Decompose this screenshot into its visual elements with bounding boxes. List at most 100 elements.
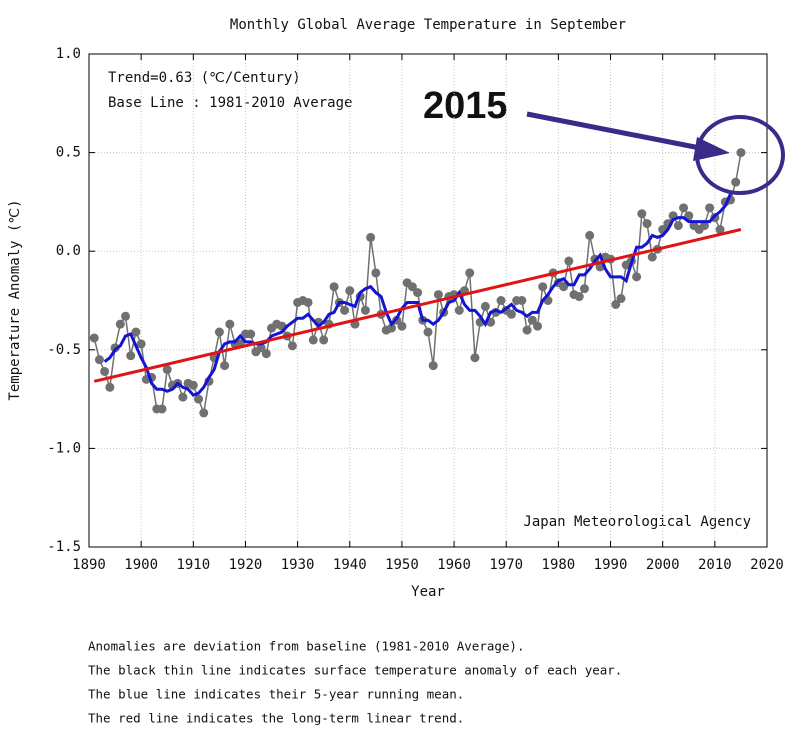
data-point: [157, 404, 167, 414]
data-point: [162, 365, 172, 375]
data-point: [110, 343, 120, 353]
x-tick-label: 1910: [176, 557, 210, 573]
data-point: [256, 343, 266, 353]
arrow-head: [693, 137, 730, 161]
y-tick-label: 0.0: [56, 243, 81, 259]
data-point: [100, 366, 110, 376]
data-point: [517, 296, 527, 305]
data-point: [386, 323, 396, 333]
data-point: [360, 305, 370, 315]
highlight-circle: [695, 115, 785, 195]
data-point: [225, 319, 235, 329]
y-tick-label: -0.5: [47, 342, 81, 358]
data-point: [345, 286, 355, 296]
series-line: [93, 228, 742, 383]
y-tick-label: 1.0: [56, 46, 81, 62]
x-tick-label: 1900: [124, 557, 158, 573]
data-point: [308, 335, 318, 345]
x-tick-label: 1930: [281, 557, 315, 573]
data-point: [533, 321, 543, 331]
data-point: [647, 252, 657, 262]
data-point: [214, 327, 224, 337]
data-point: [397, 321, 407, 331]
data-point: [319, 335, 329, 345]
data-point: [637, 209, 647, 219]
data-point: [136, 339, 146, 349]
data-point: [673, 221, 683, 231]
data-point: [121, 311, 131, 321]
data-point: [329, 282, 339, 292]
x-axis-label: Year: [411, 584, 445, 600]
data-point: [699, 221, 709, 231]
data-point: [340, 305, 350, 315]
data-point: [522, 325, 532, 335]
data-point: [611, 299, 621, 309]
x-tick-label: 2000: [646, 557, 680, 573]
y-axis-label: Temperature Anomaly (℃): [7, 199, 23, 400]
note: The red line indicates the long-term lin…: [88, 711, 464, 726]
note: Anomalies are deviation from baseline (1…: [88, 639, 525, 654]
series-line: [103, 193, 732, 397]
x-tick-label: 1940: [333, 557, 367, 573]
data-point: [679, 203, 689, 213]
x-tick-label: 2010: [698, 557, 732, 573]
x-tick-label: 1890: [72, 557, 106, 573]
data-point: [538, 282, 548, 292]
data-point: [731, 177, 741, 187]
annotation: Base Line : 1981-2010 Average: [108, 95, 352, 111]
data-point: [246, 329, 256, 339]
data-point: [194, 394, 204, 404]
x-tick-label: 1960: [437, 557, 471, 573]
data-point: [428, 361, 438, 371]
data-point: [642, 219, 652, 229]
x-tick-label: 1920: [229, 557, 263, 573]
data-point: [413, 288, 423, 298]
x-tick-label: 1980: [542, 557, 576, 573]
data-point: [407, 282, 417, 292]
note: The black thin line indicates surface te…: [88, 663, 622, 678]
data-point: [366, 232, 376, 242]
annotation: 2015: [423, 85, 508, 127]
data-point: [115, 319, 125, 329]
data-point: [470, 353, 480, 363]
data-point: [287, 341, 297, 351]
data-point: [423, 327, 433, 337]
data-point: [684, 211, 694, 221]
x-tick-label: 2020: [750, 557, 784, 573]
x-tick-label: 1950: [385, 557, 419, 573]
data-point: [105, 382, 115, 392]
data-point: [454, 305, 464, 315]
data-point: [220, 361, 230, 371]
data-point: [585, 230, 595, 240]
data-point: [574, 292, 584, 302]
data-point: [131, 327, 141, 337]
x-tick-label: 1970: [489, 557, 523, 573]
annotation: Trend=0.63 (℃/Century): [108, 70, 301, 86]
data-point: [199, 408, 209, 418]
x-tick-label: 1990: [594, 557, 628, 573]
data-point: [178, 392, 188, 402]
annotation: Japan Meteorological Agency: [523, 514, 751, 530]
data-point: [303, 297, 313, 307]
data-point: [371, 268, 381, 278]
note: The blue line indicates their 5-year run…: [88, 687, 464, 702]
data-point: [433, 290, 443, 300]
y-tick-label: -1.0: [47, 440, 81, 456]
y-tick-label: 0.5: [56, 145, 81, 161]
data-point: [616, 294, 626, 304]
data-point: [89, 333, 99, 343]
data-point: [126, 351, 136, 361]
y-tick-label: -1.5: [47, 539, 81, 555]
data-point: [736, 148, 746, 158]
arrow: [526, 111, 701, 151]
plot-frame: [88, 53, 768, 548]
data-point: [506, 309, 516, 319]
data-point: [261, 349, 271, 359]
data-point: [527, 315, 537, 325]
data-point: [480, 301, 490, 311]
data-point: [632, 272, 642, 282]
data-point: [559, 282, 569, 292]
data-point: [564, 256, 574, 266]
